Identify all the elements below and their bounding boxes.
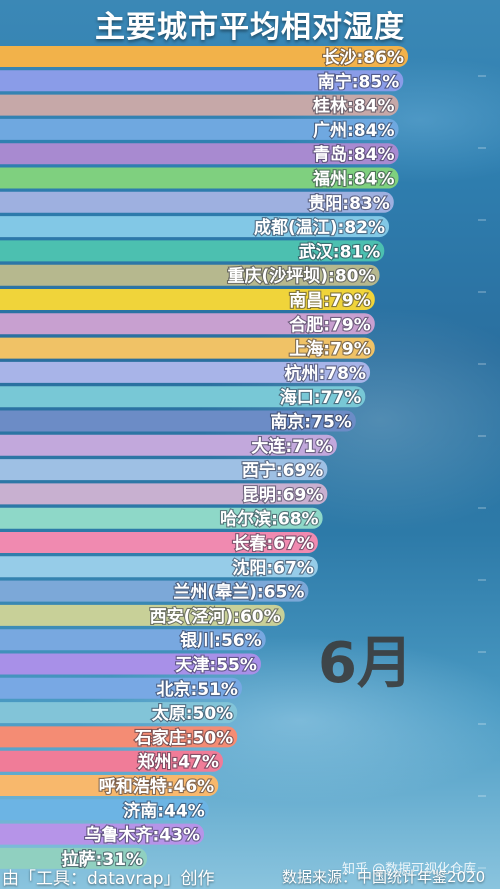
bar-label: 上海:79% — [289, 339, 371, 360]
bar-label: 西宁:69% — [242, 460, 324, 481]
bar-label: 杭州:78% — [285, 363, 367, 384]
bar-label: 石家庄:50% — [134, 727, 234, 748]
bar-label: 重庆(沙坪坝):80% — [228, 266, 376, 287]
bar — [0, 410, 356, 432]
bar — [0, 847, 148, 869]
bar — [0, 313, 375, 335]
bar-label: 桂林:84% — [312, 96, 395, 117]
footer-credit: 由「工具：datavrap」创作 — [2, 869, 215, 889]
bar — [0, 386, 366, 408]
bar-label: 武汉:81% — [299, 241, 381, 262]
bar — [0, 94, 399, 116]
bar — [0, 653, 261, 675]
bar-label: 太原:50% — [152, 703, 234, 724]
bar-label: 大连:71% — [251, 436, 333, 457]
bar-label: 沈阳:67% — [232, 557, 314, 578]
bar — [0, 532, 318, 553]
bar — [0, 70, 404, 92]
bar-label: 南宁:85% — [318, 71, 400, 92]
bar-label: 长沙:86% — [323, 47, 405, 68]
time-label: 6月 — [318, 631, 413, 696]
bar — [0, 337, 375, 359]
bar — [0, 46, 408, 67]
bar — [0, 799, 209, 821]
bar-label: 西安(泾河):60% — [150, 606, 281, 627]
chart-title: 主要城市平均相对湿度 — [95, 10, 405, 45]
bar — [0, 702, 238, 724]
bar — [0, 580, 309, 602]
bar — [0, 143, 399, 165]
bar-label: 南昌:79% — [289, 290, 371, 311]
bar — [0, 361, 371, 383]
bar-label: 济南:44% — [123, 800, 205, 821]
bar — [0, 823, 204, 845]
bar — [0, 216, 390, 238]
bar — [0, 118, 399, 140]
bar — [0, 483, 328, 505]
bar-label: 成都(温江):82% — [254, 217, 385, 238]
bar — [0, 750, 223, 772]
bar — [0, 775, 219, 796]
bar-label: 乌鲁木齐:43% — [85, 825, 201, 846]
watermark: 知乎 @数据可视化仓库 — [342, 862, 477, 877]
bar-label: 天津:55% — [175, 655, 257, 676]
bar-label: 福州:84% — [312, 169, 395, 190]
bar — [0, 459, 328, 481]
bar-label: 贵阳:83% — [308, 193, 390, 214]
bar — [0, 604, 285, 626]
bar-label: 青岛:84% — [313, 144, 395, 165]
bar-label: 兰州(皋兰):65% — [173, 582, 304, 603]
bar-label: 哈尔滨:68% — [220, 509, 319, 530]
footer-source: 数据来源：中国统计年鉴2020 — [282, 868, 486, 886]
bar — [0, 167, 399, 189]
bar — [0, 677, 242, 699]
bar — [0, 240, 385, 262]
bar — [0, 556, 318, 578]
bar — [0, 507, 323, 529]
bar-label: 昆明:69% — [242, 485, 324, 505]
bar-label: 广州:84% — [313, 120, 395, 141]
bar-label: 呼和浩特:46% — [99, 776, 215, 797]
bar-label: 郑州:47% — [137, 752, 219, 773]
bar — [0, 264, 380, 286]
bar — [0, 434, 337, 456]
bar-label: 银川:56% — [180, 630, 262, 651]
bar — [0, 289, 375, 310]
bar-label: 南京:75% — [270, 412, 352, 433]
bar-label: 合肥:79% — [289, 314, 371, 335]
bar — [0, 629, 266, 651]
bar-label: 北京:51% — [156, 679, 238, 700]
bar — [0, 191, 394, 213]
bar-label: 海口:77% — [280, 387, 362, 408]
bar — [0, 726, 238, 748]
bar-label: 拉萨:31% — [62, 849, 144, 870]
bar-label: 长春:67% — [232, 533, 314, 554]
